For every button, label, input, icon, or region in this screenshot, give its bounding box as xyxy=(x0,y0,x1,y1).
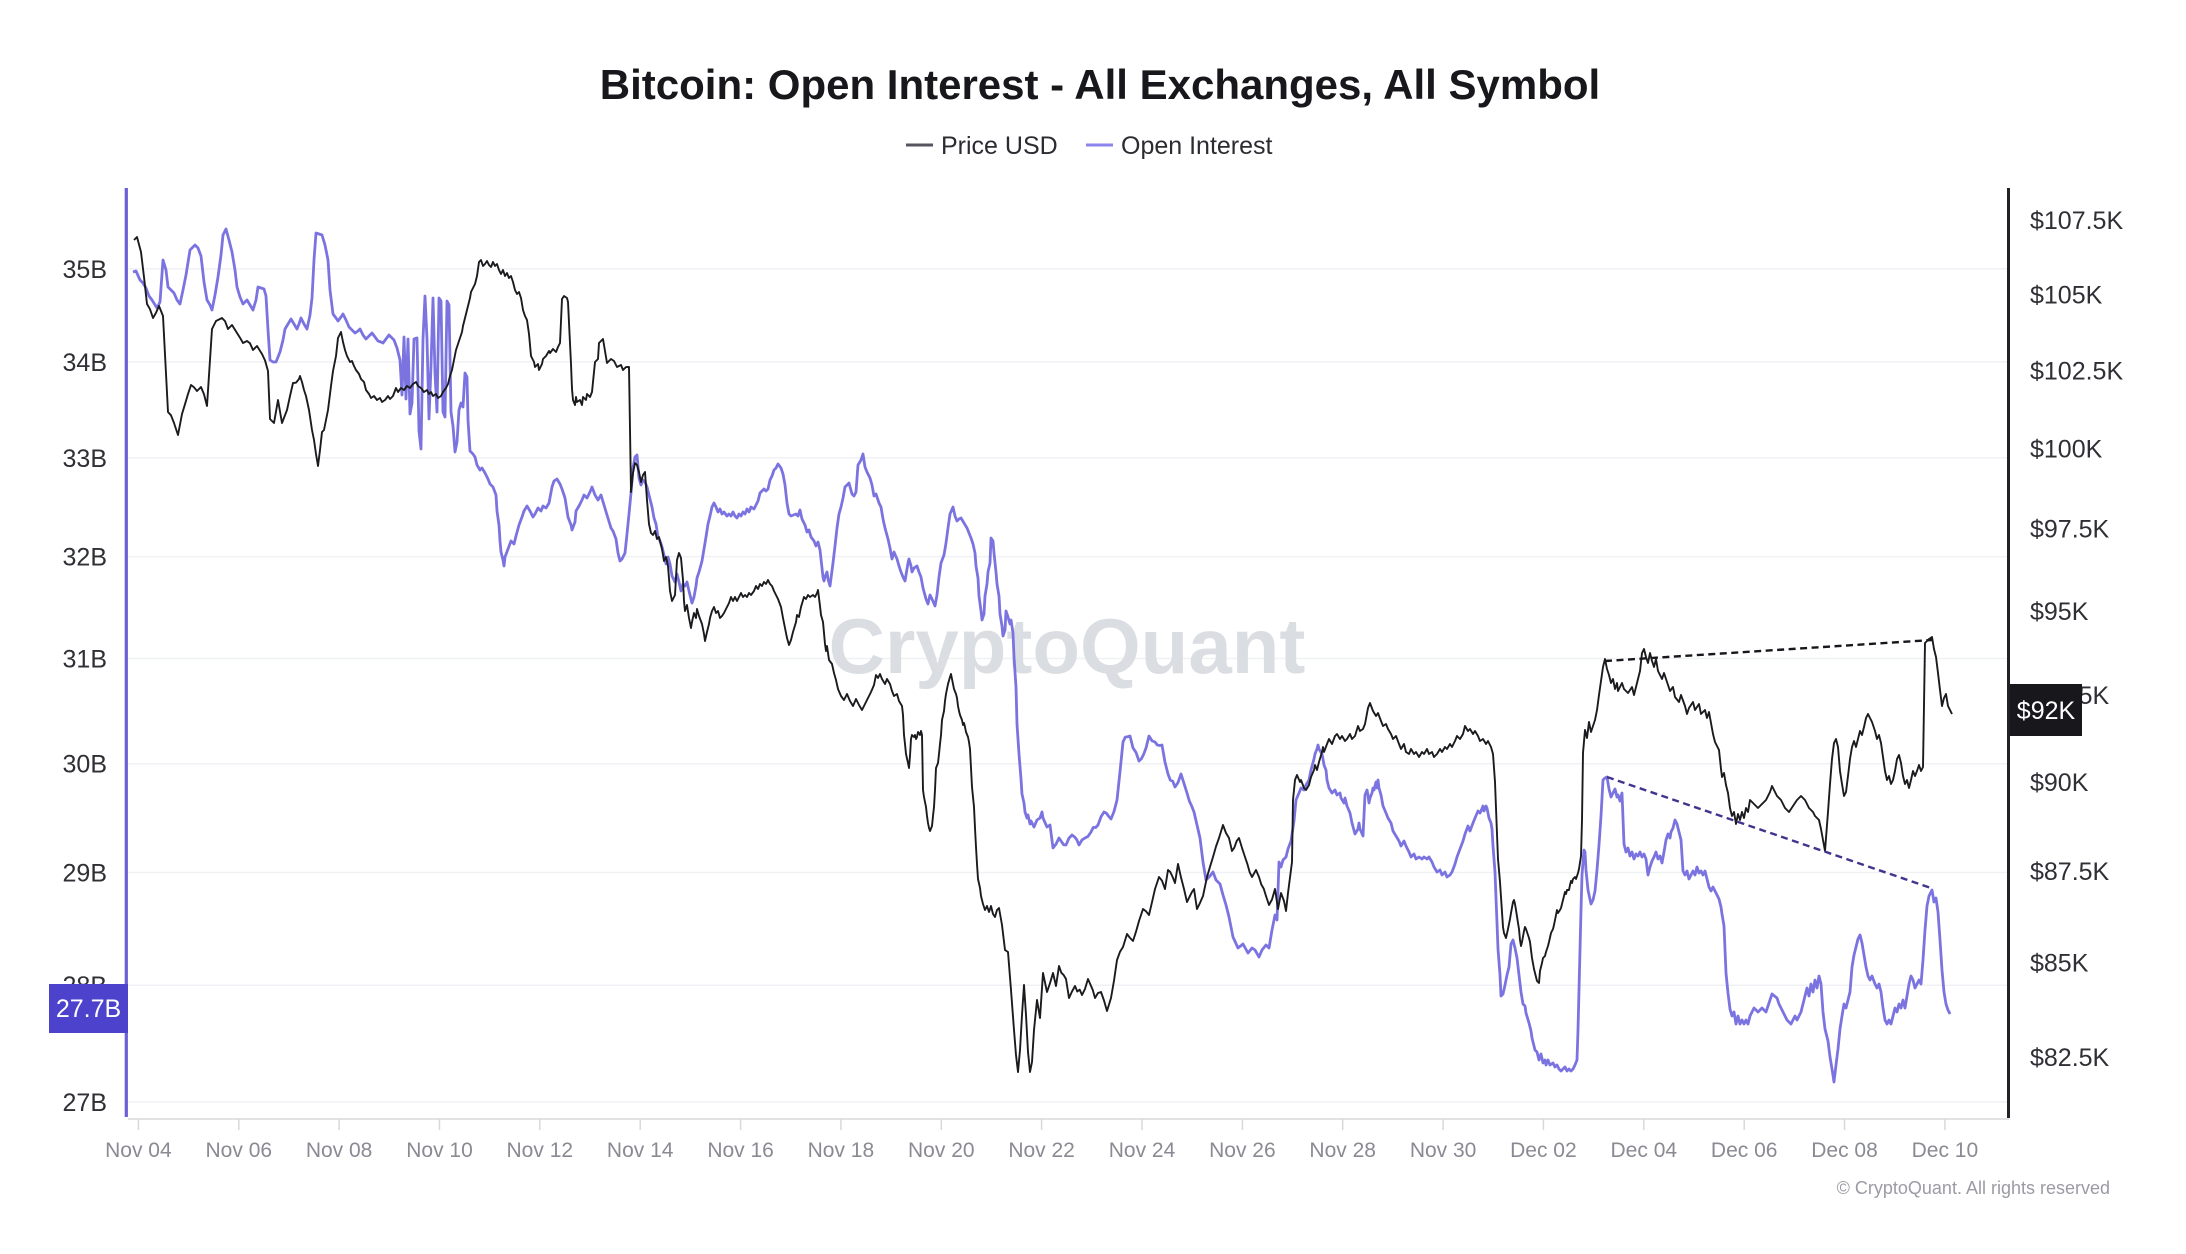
svg-text:Open Interest: Open Interest xyxy=(1121,132,1273,160)
svg-text:$100K: $100K xyxy=(2030,436,2103,464)
svg-text:27B: 27B xyxy=(63,1089,107,1117)
svg-text:Dec 04: Dec 04 xyxy=(1611,1139,1678,1162)
svg-text:$105K: $105K xyxy=(2030,281,2103,309)
svg-text:Nov 12: Nov 12 xyxy=(507,1139,574,1162)
svg-text:Nov 28: Nov 28 xyxy=(1309,1139,1376,1162)
svg-text:Nov 22: Nov 22 xyxy=(1008,1139,1075,1162)
svg-text:Dec 10: Dec 10 xyxy=(1912,1139,1979,1162)
svg-text:$92K: $92K xyxy=(2017,697,2076,725)
svg-text:Nov 30: Nov 30 xyxy=(1410,1139,1477,1162)
svg-text:Nov 24: Nov 24 xyxy=(1109,1139,1176,1162)
svg-text:Nov 18: Nov 18 xyxy=(808,1139,875,1162)
svg-text:Nov 08: Nov 08 xyxy=(306,1139,373,1162)
svg-text:Nov 16: Nov 16 xyxy=(707,1139,774,1162)
svg-text:Bitcoin: Open Interest - All E: Bitcoin: Open Interest - All Exchanges, … xyxy=(600,61,1600,108)
svg-text:Nov 04: Nov 04 xyxy=(105,1139,172,1162)
svg-text:© CryptoQuant. All rights rese: © CryptoQuant. All rights reserved xyxy=(1837,1178,2110,1198)
svg-text:Nov 14: Nov 14 xyxy=(607,1139,674,1162)
svg-text:27.7B: 27.7B xyxy=(56,995,121,1023)
svg-text:32B: 32B xyxy=(63,544,107,572)
svg-text:Price USD: Price USD xyxy=(941,132,1058,160)
svg-text:Nov 26: Nov 26 xyxy=(1209,1139,1276,1162)
svg-text:$90K: $90K xyxy=(2030,769,2089,797)
svg-text:$87.5K: $87.5K xyxy=(2030,858,2110,886)
svg-text:31B: 31B xyxy=(63,646,107,674)
svg-text:$95K: $95K xyxy=(2030,598,2089,626)
svg-text:$102.5K: $102.5K xyxy=(2030,358,2123,386)
svg-text:$107.5K: $107.5K xyxy=(2030,207,2123,235)
svg-text:30B: 30B xyxy=(63,751,107,779)
svg-text:$82.5K: $82.5K xyxy=(2030,1044,2110,1072)
svg-text:CryptoQuant: CryptoQuant xyxy=(829,602,1306,690)
svg-text:Nov 20: Nov 20 xyxy=(908,1139,975,1162)
svg-text:Dec 06: Dec 06 xyxy=(1711,1139,1778,1162)
svg-text:Nov 06: Nov 06 xyxy=(206,1139,273,1162)
svg-text:Dec 02: Dec 02 xyxy=(1510,1139,1577,1162)
svg-text:34B: 34B xyxy=(63,349,107,377)
svg-text:$97.5K: $97.5K xyxy=(2030,516,2110,544)
svg-text:29B: 29B xyxy=(63,860,107,888)
svg-text:$85K: $85K xyxy=(2030,950,2089,978)
svg-text:35B: 35B xyxy=(63,256,107,284)
svg-text:Dec 08: Dec 08 xyxy=(1811,1139,1878,1162)
svg-text:Nov 10: Nov 10 xyxy=(406,1139,473,1162)
svg-text:33B: 33B xyxy=(63,445,107,473)
